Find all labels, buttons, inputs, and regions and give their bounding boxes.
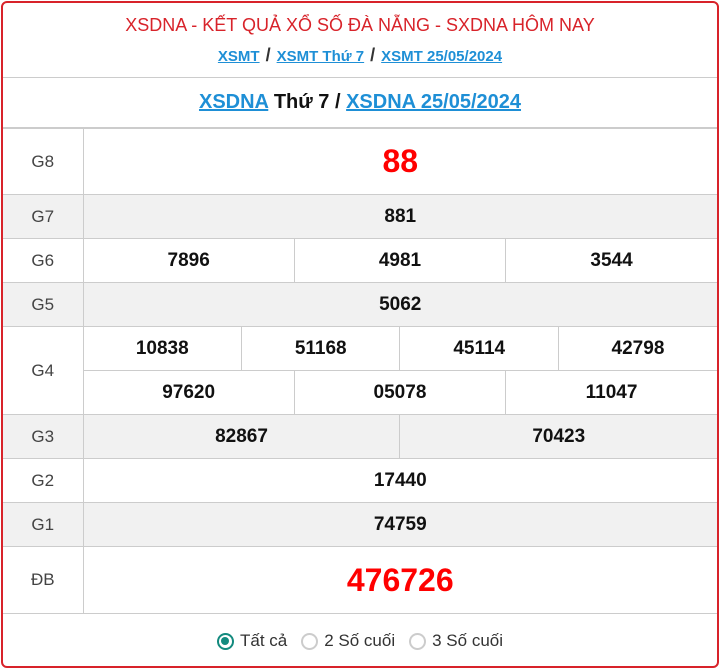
prize-value: 05078 (293, 370, 507, 415)
prize-value: 476726 (82, 546, 717, 614)
row-g4b: 97620 05078 11047 (3, 370, 717, 415)
prize-label: G4 (3, 326, 84, 415)
row-g3: G3 82867 70423 (3, 414, 717, 459)
xsdna-link[interactable]: XSDNA (198, 91, 269, 113)
prize-value: 10838 (82, 326, 242, 371)
prize-value: 3544 (505, 238, 717, 283)
prize-value: 5062 (82, 282, 717, 327)
option-label: 2 Số cuối (324, 631, 396, 650)
prize-label: ĐB (3, 546, 84, 614)
row-g6: G6 7896 4981 3544 (3, 238, 717, 283)
prize-value: 11047 (505, 370, 717, 415)
prize-value: 42798 (557, 326, 717, 371)
prize-label: G8 (3, 128, 84, 195)
radio-icon[interactable] (409, 632, 427, 650)
results-table: G8 88 G7 881 G6 7896 4981 3544 G5 5062 G4 10838… (3, 128, 717, 614)
breadcrumb: XSMT / XSMT Thứ 7 / XSMT 25/05/2024 (3, 45, 717, 66)
row-g8: G8 88 (3, 128, 717, 195)
prize-value: 45114 (399, 326, 559, 371)
row-db: ĐB 476726 (3, 546, 717, 614)
separator: / (265, 45, 271, 65)
prize-label: G5 (3, 282, 84, 327)
filter-all[interactable]: Tất cả (216, 631, 288, 651)
prize-value: 4981 (293, 238, 507, 283)
header: XSDNA - KẾT QUẢ XỔ SỐ ĐÀ NẴNG - SXDNA HÔ… (3, 3, 717, 78)
prize-value: 82867 (82, 414, 401, 459)
prize-value: 7896 (82, 238, 295, 283)
prize-value: 74759 (82, 502, 717, 547)
breadcrumb-xsmt-date[interactable]: XSMT 25/05/2024 (381, 48, 503, 65)
filter-3-digits[interactable]: 3 Số cuối (409, 631, 503, 651)
breadcrumb-xsmt-thu7[interactable]: XSMT Thứ 7 (276, 48, 365, 65)
prize-value: 51168 (240, 326, 401, 371)
radio-icon[interactable] (301, 632, 319, 650)
row-g5: G5 5062 (3, 282, 717, 327)
prize-label: G3 (3, 414, 84, 459)
xsdna-date-link[interactable]: XSDNA 25/05/2024 (346, 91, 522, 113)
row-g7: G7 881 (3, 194, 717, 239)
prize-value: 881 (82, 194, 717, 239)
prize-value: 88 (82, 128, 717, 195)
filter-2-digits[interactable]: 2 Số cuối (301, 631, 395, 651)
prize-label: G7 (3, 194, 84, 239)
prize-label: G6 (3, 238, 84, 283)
page-title: XSDNA - KẾT QUẢ XỔ SỐ ĐÀ NẴNG - SXDNA HÔ… (125, 15, 595, 35)
radio-checked-icon[interactable] (216, 632, 234, 650)
breadcrumb-xsmt[interactable]: XSMT (217, 48, 260, 65)
option-label: Tất cả (239, 631, 288, 650)
prize-label: G2 (3, 458, 84, 503)
result-title: XSDNA Thứ 7 / XSDNA 25/05/2024 (3, 78, 717, 128)
prize-value: 70423 (399, 414, 717, 459)
day-text: Thứ 7 / (268, 91, 347, 113)
prize-value: 97620 (82, 370, 295, 415)
digit-filter: Tất cả 2 Số cuối 3 Số cuối (3, 614, 717, 666)
row-g4: G4 10838 51168 45114 42798 (3, 326, 717, 415)
prize-value: 17440 (82, 458, 717, 503)
separator: / (370, 45, 376, 65)
row-g2: G2 17440 (3, 458, 717, 503)
option-label: 3 Số cuối (432, 631, 504, 650)
row-g1: G1 74759 (3, 502, 717, 547)
prize-label: G1 (3, 502, 84, 547)
